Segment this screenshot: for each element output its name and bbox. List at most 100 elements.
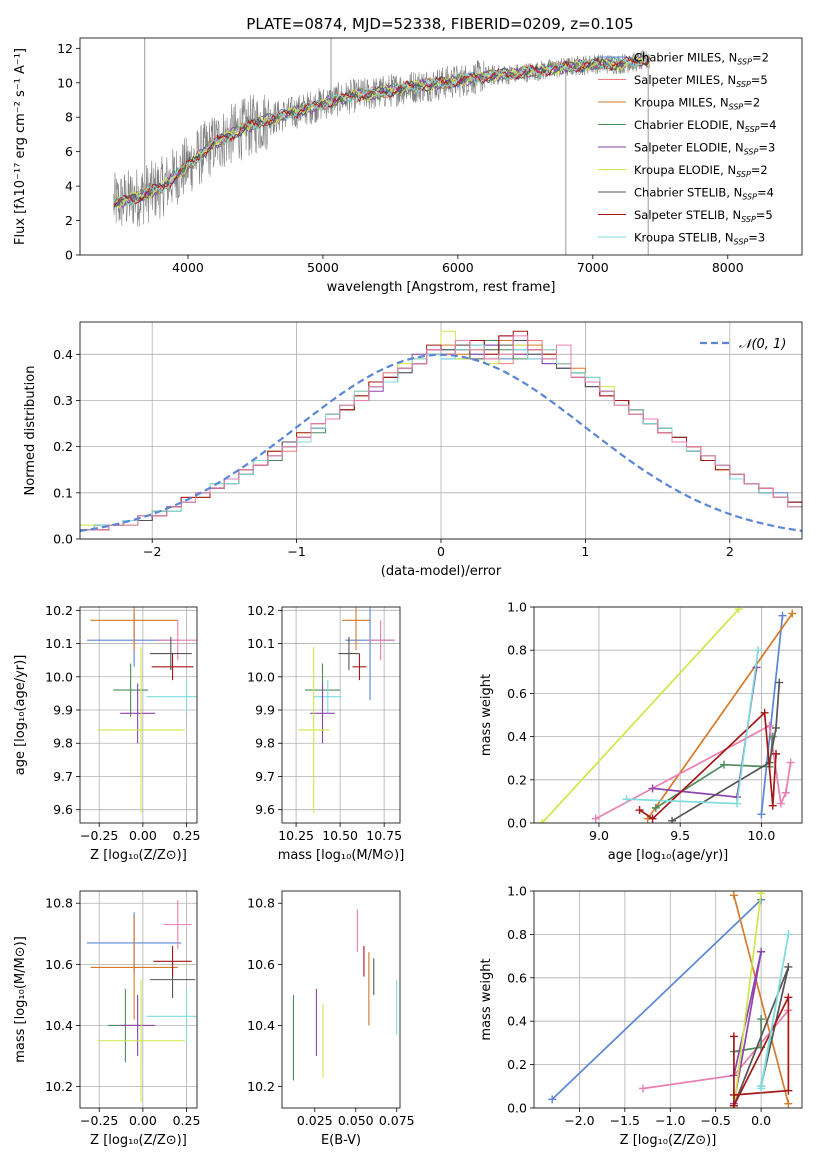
- y-tick-label: 10.1: [247, 636, 275, 651]
- y-tick-label: 0.4: [53, 347, 73, 362]
- weight-marker-1: [729, 891, 738, 900]
- weight-line-5: [541, 608, 740, 823]
- y-tick-label: 10.4: [247, 1018, 275, 1033]
- y-tick-label: 1.0: [507, 600, 527, 615]
- x-axis-label: Z [log₁₀(Z/Z⊙)]: [620, 1133, 717, 1148]
- weight-marker-3: [651, 803, 660, 812]
- x-tick-label: −0.5: [701, 1113, 731, 1128]
- x-tick-label: −1.5: [610, 1113, 640, 1128]
- legend-entry: Salpeter MILES, NSSP=5: [634, 73, 768, 89]
- weight-marker-7: [768, 801, 777, 810]
- weight-marker-2: [639, 1084, 648, 1093]
- legend-entry: Salpeter ELODIE, NSSP=3: [634, 141, 775, 157]
- weight-marker-2: [765, 721, 774, 730]
- axes-frame: [281, 606, 401, 824]
- y-tick-label: 9.9: [255, 703, 275, 718]
- weight-marker-7: [784, 993, 793, 1002]
- x-tick-label: 0.00: [129, 1113, 157, 1128]
- y-tick-label: 10.0: [45, 669, 73, 684]
- weight-marker-4: [757, 947, 766, 956]
- weight-marker-8: [733, 799, 742, 808]
- model-line-1: [113, 55, 650, 206]
- y-tick-label: 10.2: [45, 603, 73, 618]
- y-tick-label: 0.1: [53, 485, 73, 500]
- model-line-5: [113, 54, 650, 210]
- x-tick-label: 7000: [577, 260, 609, 275]
- y-tick-label: 0.6: [507, 686, 527, 701]
- x-tick-label: −2.0: [564, 1113, 594, 1128]
- y-tick-label: 12: [57, 41, 73, 56]
- y-tick-label: 0.0: [53, 532, 73, 547]
- y-tick-label: 0: [65, 248, 73, 263]
- weight-line-1: [733, 895, 790, 1104]
- weight-marker-3: [768, 732, 777, 741]
- x-tick-label: −0.25: [80, 828, 118, 843]
- legend-entry: Chabrier ELODIE, NSSP=4: [634, 118, 776, 134]
- x-axis-label: mass [log₁₀(M/M⊙)]: [278, 848, 405, 863]
- weight-marker-1: [784, 1099, 793, 1108]
- x-tick-label: 10.50: [322, 828, 358, 843]
- x-tick-label: −0.25: [80, 1113, 118, 1128]
- weight-marker-7: [729, 1101, 738, 1108]
- gaussian-curve: [80, 353, 802, 532]
- plot-area-mass_vs_Z: [86, 900, 197, 1102]
- panel-mass_vs_Z: −0.25 0.00 0.25 10.2 10.4 10.6 10.8 Z [log₁₀(Z/…: [13, 890, 200, 1148]
- y-tick-label: 9.7: [53, 769, 73, 784]
- weight-marker-0: [757, 810, 766, 819]
- spectrum-data-line: [113, 49, 650, 227]
- y-tick-label: 10.2: [247, 603, 275, 618]
- y-tick-label: 10.8: [45, 896, 73, 911]
- weight-line-6: [671, 682, 781, 822]
- x-tick-label: 0: [437, 544, 445, 559]
- x-tick-label: 6000: [442, 260, 474, 275]
- weight-marker-6: [775, 678, 784, 687]
- x-axis-label: Z [log₁₀(Z/Z⊙)]: [90, 848, 187, 863]
- y-tick-label: 0.6: [507, 970, 527, 985]
- model-line-0: [113, 55, 650, 208]
- x-tick-label: 9.5: [670, 828, 690, 843]
- y-axis-label: mass [log₁₀(M/M⊙)]: [13, 936, 28, 1063]
- axes-frame: [79, 321, 803, 540]
- weight-marker-3: [757, 1015, 766, 1024]
- weight-marker-7: [635, 806, 644, 815]
- weight-marker-5: [538, 819, 547, 823]
- x-tick-label: 10.75: [366, 828, 402, 843]
- x-tick-label: 9.0: [589, 828, 609, 843]
- histogram-step-9: [80, 335, 802, 531]
- panel-spectrum: 4000 5000 6000 7000 8000 0 2 4 6 8 10 12 wavelength …: [13, 37, 803, 295]
- y-tick-label: 6: [65, 144, 73, 159]
- weight-marker-8: [754, 646, 763, 655]
- model-line-7: [113, 56, 650, 208]
- spectrum-legend: Chabrier MILES, NSSP=2 Salpeter MILES, NS…: [598, 51, 776, 247]
- model-line-6: [113, 55, 650, 210]
- y-tick-label: 10: [57, 75, 73, 90]
- weight-line-0: [760, 615, 784, 815]
- weight-marker-1: [788, 609, 797, 618]
- plot-area-age_vs_Z: [86, 607, 197, 814]
- weight-marker-8: [757, 1084, 766, 1093]
- plot-area-spectrum: [113, 38, 650, 255]
- model-line-3: [113, 54, 650, 206]
- axes-frame: [79, 890, 198, 1109]
- x-tick-label: −2: [143, 544, 161, 559]
- y-tick-label: 10.1: [45, 636, 73, 651]
- plot-area-massweight_vs_Z: [548, 891, 793, 1108]
- x-axis-label: (data-model)/error: [381, 564, 502, 579]
- y-tick-label: 9.6: [53, 802, 73, 817]
- y-tick-label: 0.4: [507, 729, 527, 744]
- weight-marker-5: [734, 607, 743, 614]
- weight-marker-0: [778, 611, 787, 620]
- x-tick-label: 10.0: [747, 828, 775, 843]
- x-tick-label: 2: [726, 544, 734, 559]
- weight-marker-4: [648, 784, 657, 793]
- weight-marker-7: [729, 1032, 738, 1041]
- legend-entry: 𝒩(0, 1): [739, 337, 786, 352]
- axes-frame: [533, 606, 803, 824]
- weight-marker-3: [720, 760, 729, 769]
- x-axis-label: age [log₁₀(age/yr)]: [608, 848, 729, 863]
- y-axis-label: Normed distribution: [23, 366, 38, 496]
- y-tick-label: 10.2: [247, 1079, 275, 1094]
- y-tick-label: 0.0: [507, 1101, 527, 1116]
- x-tick-label: 0.050: [338, 1113, 374, 1128]
- panels: 4000 5000 6000 7000 8000024681012wavelength …: [13, 37, 803, 1148]
